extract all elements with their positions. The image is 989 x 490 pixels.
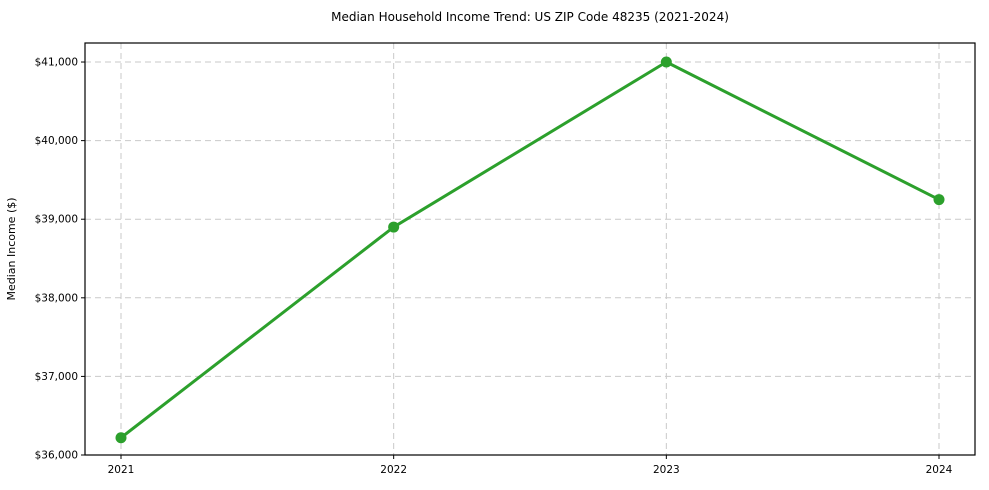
x-tick-label: 2021: [108, 464, 135, 476]
axes-layer: $36,000 $37,000 $38,000 $39,000 $40,000 $41,0…: [35, 42, 976, 476]
data-point-2021: [115, 432, 127, 444]
data-point-2023: [660, 56, 672, 68]
y-tick-label: $40,000: [35, 135, 78, 147]
data-series-median-income: [115, 56, 945, 444]
x-tick-label: 2022: [380, 464, 407, 476]
y-tick-label: $39,000: [35, 214, 78, 226]
x-tick-label: 2024: [926, 464, 953, 476]
y-tick-label: $36,000: [35, 450, 78, 462]
y-tick-label: $38,000: [35, 292, 78, 304]
chart-title: Median Household Income Trend: US ZIP Co…: [331, 10, 729, 24]
grid-layer: [85, 43, 975, 456]
x-tick-label: 2023: [653, 464, 680, 476]
data-point-2022: [388, 221, 400, 233]
y-tick-label: $41,000: [35, 57, 78, 69]
y-axis-label: Median Income ($): [5, 197, 18, 300]
y-tick-label: $37,000: [35, 371, 78, 383]
income-trend-line: [119, 60, 941, 440]
data-point-2024: [933, 194, 945, 206]
plot-border: [84, 42, 976, 456]
